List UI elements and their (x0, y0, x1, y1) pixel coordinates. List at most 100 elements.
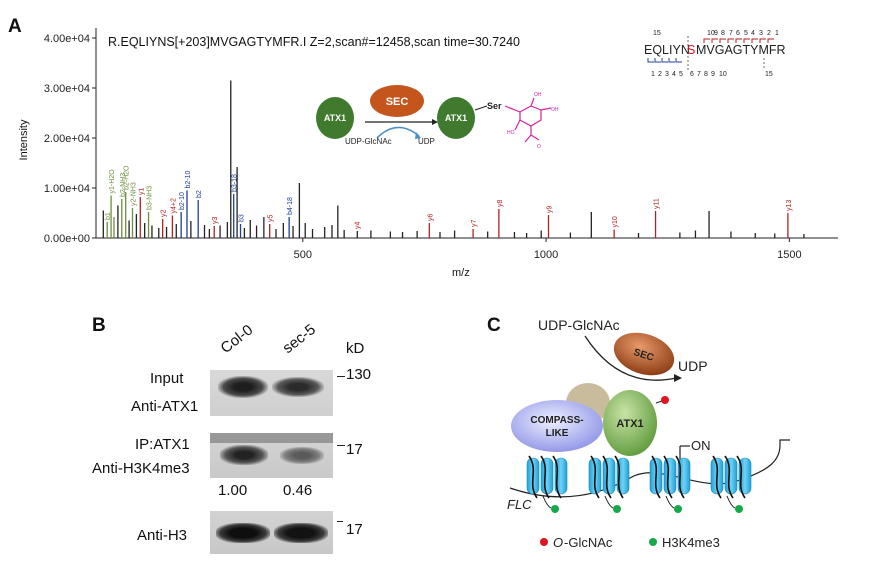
atx1-right-oval (437, 97, 475, 139)
atx1-right-label: ATX1 (445, 113, 467, 123)
panel-b-letter: B (92, 315, 106, 336)
ion-label: b3-18 (232, 174, 239, 192)
marker-17-h3: 17 (346, 521, 363, 538)
ms-peaks (102, 80, 805, 238)
legend-glcnac: -GlcNAc (564, 535, 613, 550)
quant-sec5: 0.46 (283, 482, 313, 499)
ion-label: y13 (786, 200, 793, 211)
seq-bottom-number: 6 (690, 71, 694, 78)
seq-top-number: 7 (729, 30, 733, 37)
ion-label: y10 (612, 216, 619, 227)
marker-130: 130 (346, 366, 372, 383)
input-label: Input (150, 370, 184, 387)
ion-label: y7 (471, 220, 478, 228)
seq-bottom-number: 1 (651, 71, 655, 78)
seq-top-number: 10 (707, 30, 715, 37)
scheme-product: UDP (418, 137, 435, 146)
panel-a-letter: A (8, 16, 22, 37)
ion-label: b2-10 (185, 170, 192, 188)
legend-o: O (553, 535, 563, 550)
h3k4me3-mark (674, 505, 682, 513)
seq-top-numbers: 15 10 9 8 7 6 5 4 3 2 1 (653, 30, 779, 37)
sec-enzyme-oval (613, 332, 675, 376)
ip-blot (210, 433, 333, 478)
y-tick-label: 0.00e+00 (44, 233, 90, 245)
x-tick-label: 500 (294, 249, 312, 261)
ion-label: b1 (105, 212, 112, 220)
seq-top-number: 9 (714, 30, 718, 37)
svg-text:HO: HO (507, 130, 515, 136)
seq-bottom-number: 10 (719, 71, 727, 78)
compass-line2: LIKE (546, 428, 569, 439)
svg-text:OH: OH (551, 107, 559, 113)
spectrum-header: R.EQLIYNS[+203]MVGAGTYMFR.I Z=2,scan#=12… (108, 35, 521, 49)
nucleosome (526, 455, 568, 513)
svg-text:O: O (537, 144, 541, 150)
legend-h3k4me3: H3K4me3 (662, 535, 720, 550)
ion-label: b2-10 (179, 192, 186, 210)
ion-label: b2-H2O (124, 165, 131, 190)
ion-label: y9 (546, 206, 553, 214)
seq-bottom-number: 5 (679, 71, 683, 78)
ion-label: b3 (239, 214, 246, 222)
anti-atx1-label: Anti-ATX1 (131, 398, 199, 415)
h3k4me3-mark (551, 505, 559, 513)
nucleosome-array (526, 455, 752, 513)
seq-bottom-number: 15 (765, 71, 773, 78)
seq-bottom-number: 4 (672, 71, 676, 78)
ion-label: b2-NH3 (120, 173, 127, 197)
seq-top-number: 5 (744, 30, 748, 37)
seq-modified-ser: S (687, 43, 695, 57)
anti-h3k4me3-label: Anti-H3K4me3 (92, 460, 190, 477)
input-blot (210, 370, 333, 416)
seq-prefix: EQLIYN (644, 43, 690, 57)
lane-col0-label: Col-0 (217, 321, 257, 357)
flc-label: FLC (507, 497, 532, 512)
ion-label: y8 (497, 200, 504, 208)
ms-axes: 0.00e+00 1.00e+04 2.00e+04 3.00e+04 4.00e+04… (44, 28, 838, 261)
chromatin-model-diagram: UDP-GlcNAc UDP SEC COMPASS- LIKE ATX1 ON… (507, 317, 790, 550)
quant-col0: 1.00 (218, 482, 248, 499)
seq-bottom-number: 9 (711, 71, 715, 78)
mass-spectrum-chart: 0.00e+00 1.00e+04 2.00e+04 3.00e+04 4.00e+04… (44, 28, 838, 261)
seq-bottom-number: 2 (658, 71, 662, 78)
sec-oval (370, 85, 424, 117)
ion-label: y3 (212, 217, 219, 225)
atx1-oval (603, 390, 657, 456)
h3k4me3-mark (735, 505, 743, 513)
seq-top-number: 2 (767, 30, 771, 37)
seq-top-number: 1 (775, 30, 779, 37)
o-glcnac-mark (661, 396, 669, 404)
ion-label: y2 (161, 210, 168, 218)
seq-bottom-number: 8 (704, 71, 708, 78)
ion-label: y4 (354, 222, 361, 230)
legend-h3k4me3-icon (649, 538, 657, 546)
seq-top-number: 6 (736, 30, 740, 37)
y-tick-label: 2.00e+04 (44, 133, 90, 145)
h3-blot (210, 511, 333, 554)
ion-label: y1 (138, 188, 145, 196)
ion-label: y6 (427, 214, 434, 222)
atx1-left-label: ATX1 (324, 113, 346, 123)
nucleosome (710, 455, 752, 513)
ion-label: b4-18 (287, 197, 294, 215)
seq-top-number: 4 (751, 30, 755, 37)
c-udp-glcnac: UDP-GlcNAc (538, 317, 620, 333)
nucleosome (649, 455, 691, 513)
on-label: ON (691, 438, 711, 453)
compass-line1: COMPASS- (530, 415, 583, 426)
y-tick-label: 3.00e+04 (44, 83, 90, 95)
kd-label: kD (346, 340, 365, 357)
scheme-donor: UDP-GlcNAc (345, 137, 392, 146)
ion-label: b2 (196, 190, 203, 198)
x-axis-label: m/z (452, 267, 470, 279)
ion-label: b3-NH3 (147, 186, 154, 210)
sec-reaction-arrow (584, 335, 677, 381)
nucleosome (588, 455, 630, 513)
atx1-left-oval (316, 97, 354, 139)
lane-sec5-label: sec-5 (279, 321, 319, 357)
seq-bottom-number: 7 (697, 71, 701, 78)
glcnac-structure-icon (504, 97, 552, 143)
